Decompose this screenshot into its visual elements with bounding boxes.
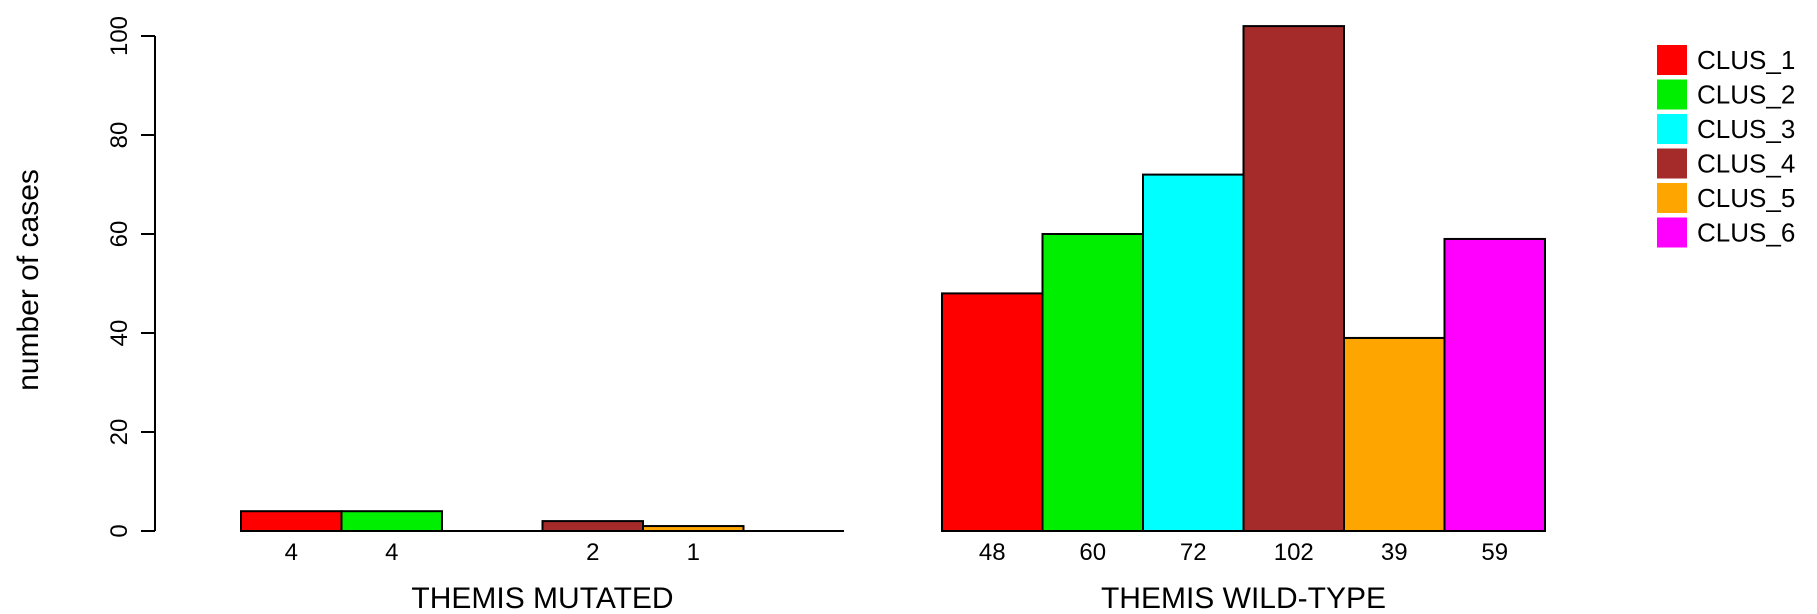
legend-swatch (1657, 148, 1687, 179)
legend-label: CLUS_3 (1697, 114, 1795, 144)
y-tick-label: 80 (106, 122, 133, 149)
y-tick-label: 20 (106, 419, 133, 446)
legend-label: CLUS_1 (1697, 45, 1795, 75)
bar-value-label: 1 (687, 539, 700, 566)
legend-label: CLUS_5 (1697, 183, 1795, 213)
bar-value-label: 4 (285, 539, 298, 566)
group-label: THEMIS MUTATED (411, 582, 673, 614)
legend-label: CLUS_6 (1697, 218, 1795, 248)
bars (240, 25, 1546, 533)
bar-value-label: 102 (1274, 539, 1314, 566)
legend-swatch (1657, 45, 1687, 75)
y-tick-label: 100 (106, 16, 133, 56)
y-tick-label: 60 (106, 221, 133, 248)
bar (240, 510, 343, 533)
bar-value-label: 48 (979, 539, 1006, 566)
legend-swatch (1657, 183, 1687, 213)
bar (541, 520, 644, 532)
bar (1343, 336, 1446, 533)
legend-swatch (1657, 217, 1687, 248)
bar-value-label: 72 (1180, 539, 1207, 566)
bar-value-label: 39 (1381, 539, 1408, 566)
bar (1242, 25, 1345, 532)
bar (941, 292, 1044, 532)
bar (642, 525, 745, 532)
group-label: THEMIS WILD-TYPE (1101, 582, 1386, 614)
bar (1443, 237, 1546, 532)
bar-value-label: 4 (385, 539, 398, 566)
x-axis: 4 4 2 1 THEMIS MUTATED 48 60 72 102 39 59 THEMIS WI… (285, 539, 1509, 614)
y-axis-title: number of cases (12, 169, 45, 391)
legend-label: CLUS_2 (1697, 80, 1795, 110)
bar (1142, 173, 1245, 532)
bar (340, 510, 443, 533)
legend-label: CLUS_4 (1697, 149, 1795, 179)
legend: CLUS_1 CLUS_2 CLUS_3 CLUS_4 CLUS_5 CLUS_6 (1657, 45, 1795, 248)
y-tick-label: 0 (106, 524, 133, 537)
y-axis: 0 20 40 60 80 100 (106, 16, 156, 538)
bar-value-label: 60 (1079, 539, 1106, 566)
y-tick-label: 40 (106, 320, 133, 347)
bar-value-label: 59 (1481, 539, 1508, 566)
bar (1041, 233, 1144, 532)
legend-swatch (1657, 114, 1687, 144)
bar-value-label: 2 (586, 539, 599, 566)
legend-swatch (1657, 79, 1687, 110)
